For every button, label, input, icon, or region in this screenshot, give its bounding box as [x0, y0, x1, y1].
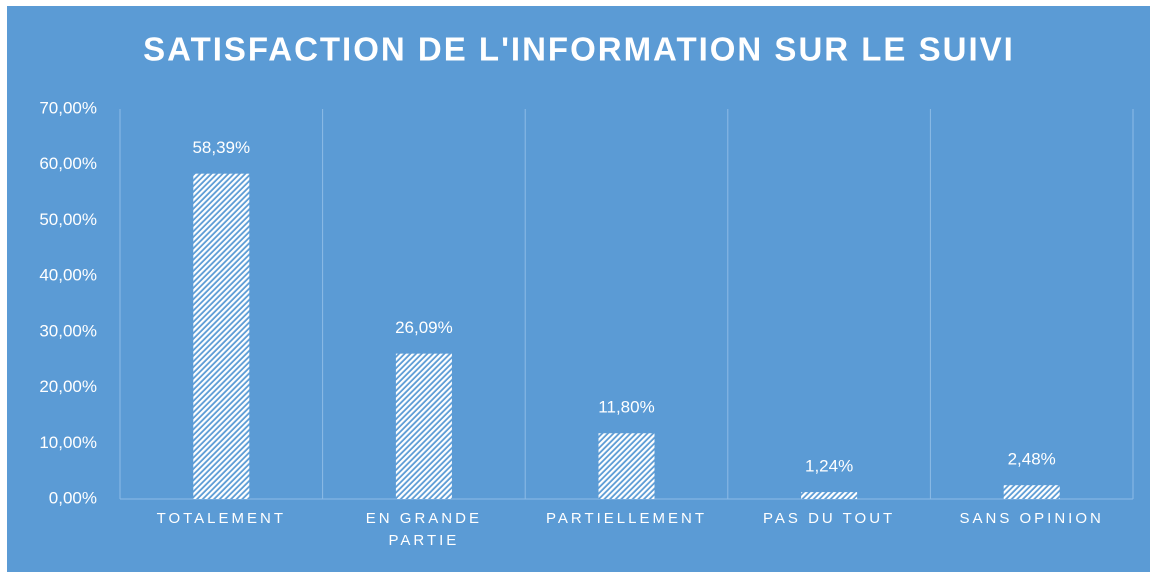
y-tick-label: 20,00%	[39, 377, 97, 396]
bar	[1003, 485, 1060, 499]
data-label: 1,24%	[805, 457, 853, 476]
data-label: 26,09%	[395, 318, 453, 337]
x-tick-label: PARTIELLEMENT	[546, 510, 707, 527]
chart-title: SATISFACTION DE L'INFORMATION SUR LE SUI…	[143, 31, 1015, 68]
bar	[193, 173, 250, 500]
x-tick-label: SANS OPINION	[959, 510, 1104, 527]
chart: SATISFACTION DE L'INFORMATION SUR LE SUI…	[39, 31, 1134, 507]
y-tick-label: 40,00%	[39, 266, 97, 285]
bar	[395, 353, 452, 499]
bar	[801, 492, 858, 499]
data-label: 2,48%	[1008, 450, 1056, 469]
data-label: 58,39%	[192, 138, 250, 157]
bar	[598, 433, 655, 499]
y-tick-label: 30,00%	[39, 321, 97, 340]
x-tick-label: EN GRANDE PARTIE	[365, 510, 482, 549]
chart-area: SATISFACTION DE L'INFORMATION SUR LE SUI…	[7, 6, 1150, 572]
y-tick-label: 60,00%	[39, 154, 97, 173]
data-label: 11,80%	[598, 398, 654, 417]
y-tick-label: 0,00%	[49, 488, 97, 507]
y-tick-label: 70,00%	[39, 98, 97, 117]
y-tick-label: 50,00%	[39, 210, 97, 229]
y-tick-label: 10,00%	[39, 433, 97, 452]
x-tick-label: PAS DU TOUT	[763, 510, 896, 527]
x-tick-label: TOTALEMENT	[156, 510, 287, 527]
